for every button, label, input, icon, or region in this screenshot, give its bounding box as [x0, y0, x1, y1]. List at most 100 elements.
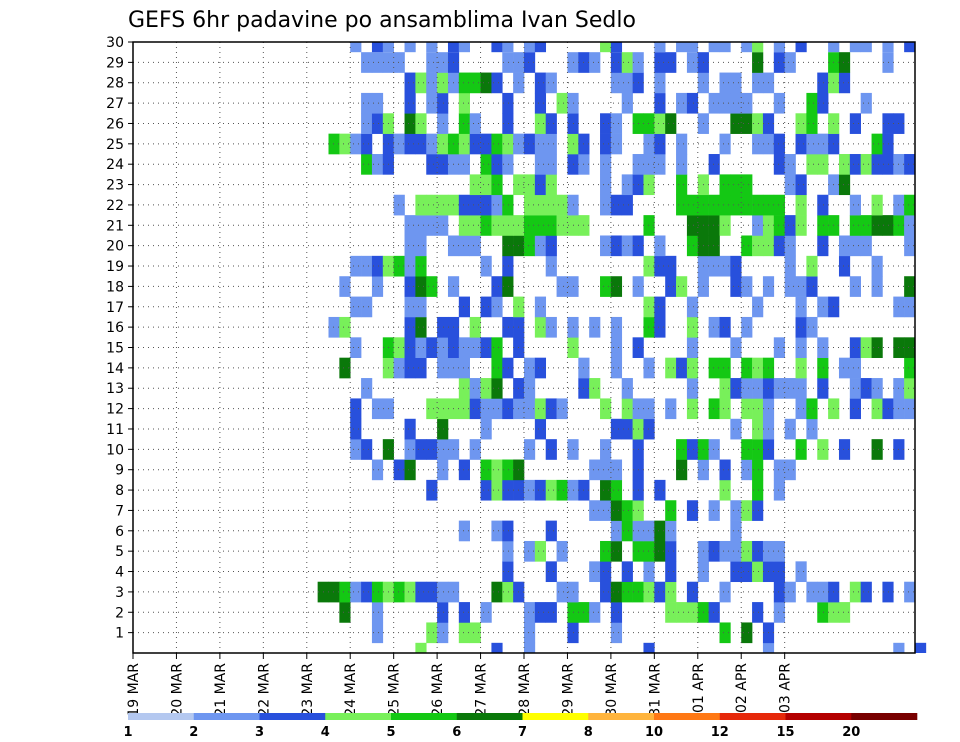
precip-cell: [371, 459, 384, 481]
precip-cell: [621, 520, 633, 542]
precip-cell: [708, 540, 720, 562]
precip-cell: [621, 235, 633, 257]
precip-cell: [469, 235, 481, 257]
precip-cell: [524, 133, 536, 155]
precip-cell: [350, 418, 362, 440]
precip-cell: [610, 194, 623, 216]
precip-cell: [784, 255, 796, 277]
precip-cell: [600, 133, 612, 155]
precip-cell: [871, 337, 883, 358]
precip-cell: [686, 357, 699, 379]
precip-cell: [502, 52, 514, 73]
precip-cell: [361, 296, 373, 318]
precip-cell: [339, 133, 351, 155]
precip-cell: [589, 561, 601, 583]
precip-cell: [545, 133, 557, 155]
precip-cell: [524, 357, 536, 379]
precip-cell: [871, 276, 883, 297]
precip-cell: [860, 581, 872, 603]
precip-cell: [437, 581, 449, 603]
y-tick-label: 18: [106, 279, 124, 295]
y-tick-label: 11: [106, 422, 124, 438]
precip-cell: [784, 154, 796, 175]
precip-cell: [654, 72, 666, 94]
precip-cell: [730, 174, 742, 196]
precip-cell: [676, 42, 688, 53]
precip-cell: [600, 540, 612, 562]
precip-cell: [480, 133, 492, 155]
precip-cell: [610, 133, 623, 155]
y-tick-label: 19: [106, 259, 124, 275]
precip-cell: [610, 459, 623, 481]
precip-cell: [458, 378, 470, 399]
precip-cell: [610, 581, 623, 603]
precip-cell: [480, 215, 492, 236]
precip-cell: [437, 316, 449, 338]
precip-cell: [654, 479, 666, 501]
precip-cell: [437, 72, 449, 94]
precip-cell: [545, 72, 557, 94]
legend-swatch: [391, 713, 458, 720]
precip-cell: [752, 296, 764, 318]
precip-cell: [654, 581, 666, 603]
precip-cell: [415, 316, 427, 338]
precip-cell: [795, 194, 807, 216]
precip-cell: [741, 42, 753, 53]
legend-swatch: [654, 713, 721, 720]
precip-cell: [610, 276, 623, 297]
precip-cell: [480, 174, 492, 196]
precip-cell: [621, 174, 633, 196]
precip-cell: [458, 42, 470, 53]
legend-swatch: [193, 713, 260, 720]
precip-cell: [904, 296, 916, 318]
precip-cell: [773, 92, 785, 114]
precip-cell: [469, 439, 481, 460]
x-tick-label: 20 MAR: [169, 663, 185, 717]
precip-cell: [371, 602, 384, 623]
y-tick-label: 21: [106, 218, 124, 234]
precip-cell: [686, 316, 699, 338]
precip-cell: [491, 642, 503, 653]
x-tick-label: 19 MAR: [126, 663, 142, 717]
precip-cell: [480, 296, 492, 318]
precip-cell: [795, 378, 807, 399]
precip-cell: [654, 540, 666, 562]
precip-cell: [773, 459, 785, 481]
precip-cell: [480, 154, 492, 175]
precip-cell: [404, 459, 416, 481]
precip-cell: [871, 194, 883, 216]
precip-cell: [686, 398, 699, 420]
precip-cell: [741, 174, 753, 196]
precip-cell: [426, 194, 438, 216]
precip-cell: [610, 235, 623, 257]
precip-cell: [426, 72, 438, 94]
precip-cell: [676, 174, 688, 196]
precip-cell: [686, 439, 699, 460]
precip-cell: [784, 215, 796, 236]
precip-cell: [730, 378, 742, 399]
precip-cell: [426, 398, 438, 420]
precip-cell: [556, 540, 568, 562]
precip-cell: [437, 52, 449, 73]
precip-cell: [654, 296, 666, 318]
precip-cell: [741, 622, 753, 644]
precip-cell: [676, 194, 688, 216]
precip-cell: [415, 439, 427, 460]
precip-cell: [437, 439, 449, 460]
precip-cell: [643, 215, 655, 236]
precip-cell: [730, 520, 742, 542]
precip-cell: [817, 194, 829, 216]
precip-cell: [817, 154, 829, 175]
precip-cell: [502, 133, 514, 155]
precip-cell: [621, 92, 633, 114]
precip-cell: [469, 72, 481, 94]
precip-cell: [458, 113, 470, 134]
precip-cell: [665, 602, 677, 623]
precip-cell: [491, 459, 503, 481]
precip-cell: [415, 642, 427, 653]
x-tick-label: 31 MAR: [647, 663, 663, 717]
precip-cell: [860, 337, 872, 358]
precip-cell: [654, 235, 666, 257]
precip-cell: [904, 42, 916, 53]
precip-cell: [849, 42, 861, 53]
